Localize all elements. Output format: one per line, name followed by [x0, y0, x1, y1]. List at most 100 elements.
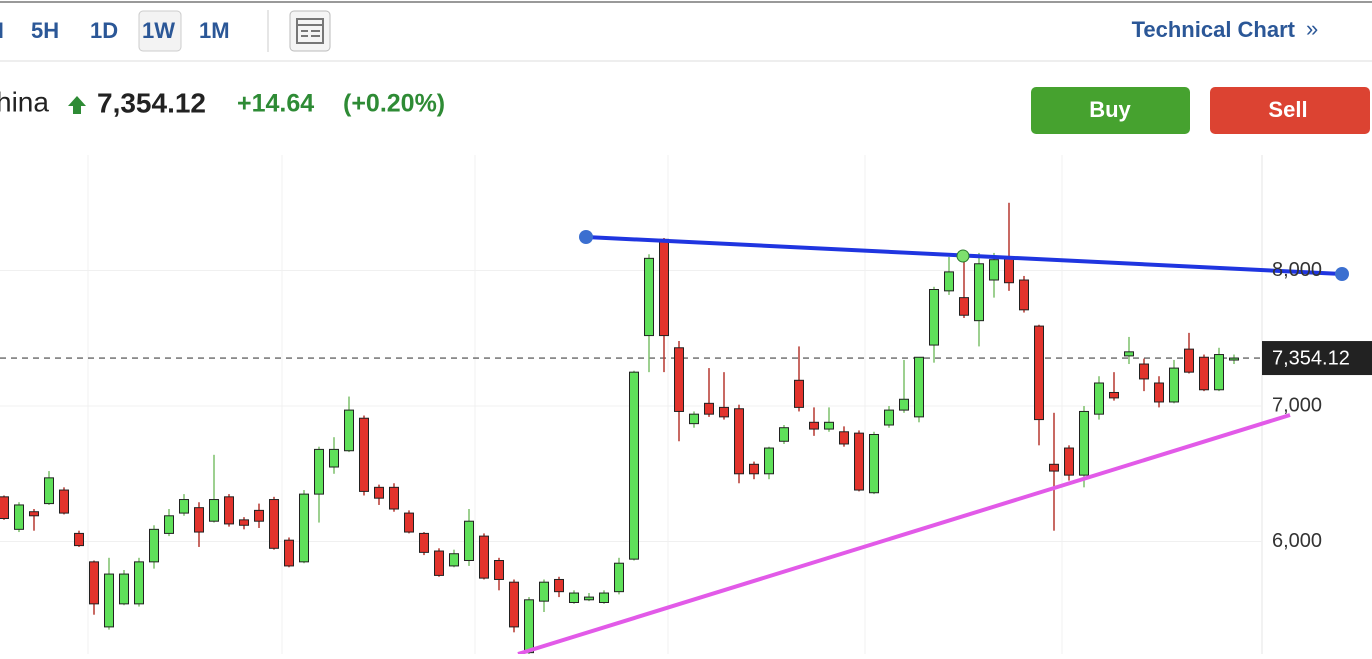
candle-body: [89, 561, 99, 605]
technical-chart-link[interactable]: Technical Chart: [1132, 17, 1296, 42]
candle-body: [1004, 257, 1014, 284]
candle-body: [224, 496, 234, 525]
buy-label[interactable]: Buy: [1089, 97, 1131, 122]
candle-body: [74, 532, 84, 547]
candle-body: [464, 520, 474, 562]
candle-body: [1169, 367, 1179, 403]
candle-body: [359, 417, 369, 492]
candle-body: [404, 512, 414, 533]
candle-body: [824, 421, 834, 430]
candle-body: [149, 528, 159, 563]
candle-body: [779, 427, 789, 442]
vertical-grid: [87, 155, 1063, 654]
y-tick-label: 7,000: [1272, 394, 1322, 416]
y-tick-label: 6,000: [1272, 530, 1322, 552]
candle-body: [584, 596, 594, 601]
candle-body: [329, 448, 339, 468]
candle-body: [524, 599, 534, 654]
candle-body: [539, 581, 549, 602]
interval[interactable]: 1D: [90, 18, 118, 43]
candle-body: [689, 413, 699, 425]
candle-body: [719, 406, 729, 418]
candle-body: [614, 562, 624, 593]
candle-body: [1019, 279, 1029, 311]
candle-body: [509, 581, 519, 628]
candle-body: [674, 347, 684, 412]
candle-body: [884, 409, 894, 426]
candle-body: [1109, 391, 1119, 399]
candle-body: [569, 592, 579, 604]
candle-body: [914, 356, 924, 418]
line-handle[interactable]: [579, 230, 593, 244]
candle-body: [749, 463, 759, 475]
candle-body: [629, 371, 639, 560]
candle-body: [959, 297, 969, 316]
line-handle[interactable]: [1335, 267, 1349, 281]
candle-body: [974, 263, 984, 322]
candle-body: [809, 421, 819, 430]
interval[interactable]: H: [0, 18, 4, 43]
candle-body: [344, 409, 354, 452]
candle-body: [929, 289, 939, 346]
interval[interactable]: 5H: [31, 18, 59, 43]
candle-body: [989, 259, 999, 281]
candle-body: [869, 433, 879, 494]
candle-body: [254, 509, 264, 522]
touch-point[interactable]: [956, 249, 970, 263]
candle-body: [194, 507, 204, 533]
candle-body: [299, 493, 309, 563]
candle-body: [269, 499, 279, 549]
candle-body: [1049, 463, 1059, 472]
layout-icon[interactable]: [289, 10, 331, 52]
candle-body: [0, 496, 9, 519]
change: +14.64: [237, 90, 314, 118]
candle-body: [734, 408, 744, 475]
candle-body: [434, 550, 444, 576]
buy-button[interactable]: [1031, 87, 1190, 134]
support-line[interactable]: [517, 413, 1291, 656]
sell-button[interactable]: [1210, 87, 1370, 134]
candle-body: [239, 519, 249, 526]
active-interval-box: [138, 10, 182, 52]
candle-body: [1124, 351, 1134, 357]
candle-body: [179, 499, 189, 514]
candle-body: [1094, 382, 1104, 415]
sell-label[interactable]: Sell: [1268, 97, 1307, 122]
candle-body: [1214, 354, 1224, 391]
last-price-box: [1262, 341, 1372, 376]
candle-body: [1079, 410, 1089, 476]
candle-body: [1229, 357, 1239, 361]
candle-body: [554, 578, 564, 593]
candle-body: [44, 477, 54, 505]
candle-body: [794, 379, 804, 408]
last-price-label: 7,354.12: [1272, 347, 1350, 369]
candle-body: [59, 489, 69, 514]
candle-body: [1034, 325, 1044, 421]
candle-body: [29, 511, 39, 517]
candle-body: [479, 535, 489, 579]
interval[interactable]: 1M: [199, 18, 230, 43]
candle-body: [209, 499, 219, 522]
interval[interactable]: 1W: [142, 18, 175, 43]
y-tick-label: 8,000: [1272, 259, 1322, 281]
candle-body: [1184, 348, 1194, 373]
candle-body: [599, 592, 609, 604]
candle-body: [119, 573, 129, 605]
candle-body: [1064, 447, 1074, 476]
candle-body: [1139, 363, 1149, 380]
candle-body: [164, 515, 174, 534]
candle-body: [659, 238, 669, 337]
candle-body: [704, 402, 714, 415]
candle-body: [314, 448, 324, 495]
candle-body: [134, 561, 144, 605]
change-pct: (+0.20%): [343, 90, 445, 118]
link-icon[interactable]: »: [1306, 16, 1318, 41]
candle-body: [1154, 382, 1164, 403]
candle-body: [644, 257, 654, 337]
candle-body: [419, 532, 429, 553]
instrument-name: hina: [0, 86, 49, 117]
up-arrow: [68, 96, 86, 114]
candle-body: [1199, 356, 1209, 391]
